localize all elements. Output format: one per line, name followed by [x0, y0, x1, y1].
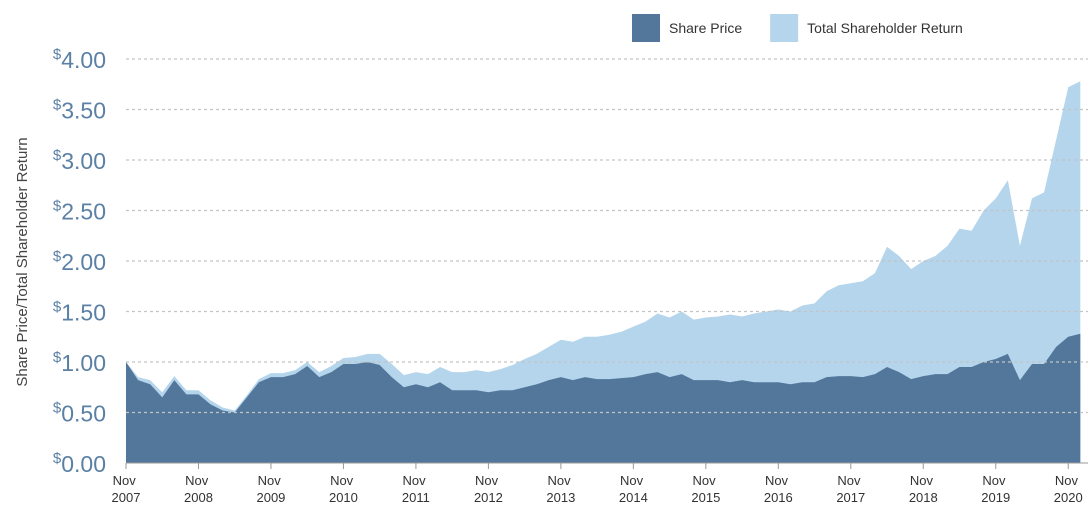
- x-tick-month: Nov: [548, 473, 575, 488]
- tick-number: 2.50: [61, 199, 106, 225]
- y-tick-label: $1.00: [53, 349, 106, 376]
- x-tick-label: Nov 2011: [402, 473, 430, 505]
- x-tick-month: Nov: [1055, 473, 1082, 488]
- x-tick-month: Nov: [837, 473, 864, 488]
- y-tick-label: $2.00: [53, 248, 106, 275]
- x-tick-label: Nov 2018: [909, 473, 938, 505]
- x-tick-month: Nov: [403, 473, 430, 488]
- tick-currency: $: [53, 299, 62, 316]
- x-tick-year: 2018: [909, 490, 938, 505]
- y-tick-label: $2.50: [53, 198, 106, 225]
- tick-number: 4.00: [61, 47, 106, 73]
- tick-number: 3.50: [61, 98, 106, 124]
- y-tick-label: $0.00: [53, 450, 106, 477]
- x-tick-label: Nov 2013: [546, 473, 575, 505]
- x-tick-month: Nov: [982, 473, 1009, 488]
- y-tick-label: $3.00: [53, 147, 106, 174]
- x-tick-label: Nov 2014: [619, 473, 648, 505]
- x-tick-month: Nov: [330, 473, 357, 488]
- area: [126, 333, 1081, 463]
- x-tick-month: Nov: [258, 473, 285, 488]
- x-tick-year: 2007: [112, 490, 141, 505]
- tick-currency: $: [53, 147, 62, 164]
- tick-number: 0.00: [61, 451, 106, 477]
- y-tick-label: $0.50: [53, 400, 106, 427]
- tick-number: 1.00: [61, 350, 106, 376]
- x-tick-month: Nov: [185, 473, 212, 488]
- tick-number: 1.50: [61, 300, 106, 326]
- tick-number: 0.50: [61, 401, 106, 427]
- x-tick-label: Nov 2019: [981, 473, 1010, 505]
- x-tick-year: 2013: [546, 490, 575, 505]
- x-tick-label: Nov 2008: [184, 473, 213, 505]
- tick-currency: $: [53, 400, 62, 417]
- y-tick-label: $4.00: [53, 46, 106, 73]
- tick-currency: $: [53, 349, 62, 366]
- y-tick-label: $1.50: [53, 299, 106, 326]
- x-tick-year: 2019: [981, 490, 1010, 505]
- x-tick-year: 2015: [691, 490, 720, 505]
- legend-swatch: [632, 14, 660, 42]
- x-tick-year: 2012: [474, 490, 503, 505]
- tick-currency: $: [53, 46, 62, 63]
- x-tick-month: Nov: [910, 473, 937, 488]
- y-tick-label: $3.50: [53, 97, 106, 124]
- y-axis-label: Share Price/Total Shareholder Return: [14, 137, 31, 386]
- tick-currency: $: [53, 450, 62, 467]
- x-tick-label: Nov 2020: [1054, 473, 1083, 505]
- x-tick-label: Nov 2009: [256, 473, 285, 505]
- x-tick-year: 2014: [619, 490, 648, 505]
- legend-label: Share Price: [669, 20, 742, 36]
- x-tick-month: Nov: [113, 473, 140, 488]
- tick-currency: $: [53, 97, 62, 114]
- x-tick-month: Nov: [475, 473, 502, 488]
- tick-number: 3.00: [61, 148, 106, 174]
- x-tick-year: 2010: [329, 490, 358, 505]
- x-tick-label: Nov 2016: [764, 473, 793, 505]
- tick-number: 2.00: [61, 249, 106, 275]
- x-tick-year: 2020: [1054, 490, 1083, 505]
- x-tick-label: Nov 2010: [329, 473, 358, 505]
- tick-currency: $: [53, 198, 62, 215]
- legend-label: Total Shareholder Return: [807, 20, 963, 36]
- x-tick-year: 2017: [836, 490, 865, 505]
- legend-swatch: [770, 14, 799, 42]
- x-tick-label: Nov 2007: [112, 473, 141, 505]
- x-tick-month: Nov: [620, 473, 647, 488]
- x-tick-label: Nov 2012: [474, 473, 503, 505]
- x-tick-label: Nov 2015: [691, 473, 720, 505]
- x-tick-month: Nov: [692, 473, 719, 488]
- x-tick-year: 2016: [764, 490, 793, 505]
- x-tick-year: 2009: [256, 490, 285, 505]
- x-tick-month: Nov: [765, 473, 792, 488]
- x-tick-label: Nov 2017: [836, 473, 865, 505]
- x-tick-year: 2011: [402, 490, 430, 505]
- tick-currency: $: [53, 248, 62, 265]
- x-tick-year: 2008: [184, 490, 213, 505]
